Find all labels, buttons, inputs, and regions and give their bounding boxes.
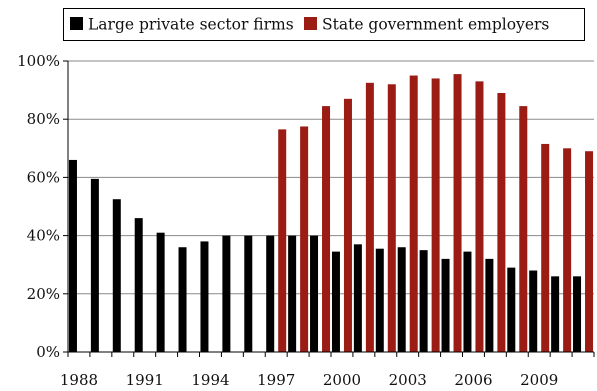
y-tick-label: 40% xyxy=(27,227,60,245)
x-tick-label: 2006 xyxy=(454,371,492,389)
bar-state-government xyxy=(563,148,572,352)
legend-label: State government employers xyxy=(322,16,549,34)
bar-state-government xyxy=(519,106,528,352)
bar-private-sector xyxy=(310,235,319,352)
x-tick-label: 2003 xyxy=(389,371,427,389)
bar-state-government xyxy=(300,126,309,352)
bar-private-sector xyxy=(397,247,406,352)
x-tick-label: 1997 xyxy=(257,371,295,389)
y-tick-label: 0% xyxy=(36,343,60,361)
bar-private-sector xyxy=(90,178,99,352)
bar-private-sector xyxy=(353,244,362,352)
legend-label: Large private sector firms xyxy=(88,16,294,34)
x-tick-label: 2009 xyxy=(520,371,558,389)
y-tick-label: 20% xyxy=(27,285,60,303)
x-tick-label: 2000 xyxy=(323,371,361,389)
bar-state-government xyxy=(365,82,374,352)
bar-state-government xyxy=(475,81,484,353)
bar-private-sector xyxy=(485,258,494,352)
bar-private-sector xyxy=(573,276,582,352)
bar-state-government xyxy=(541,143,550,352)
bar-state-government xyxy=(431,78,440,353)
bar-private-sector xyxy=(288,235,297,352)
legend-box xyxy=(63,8,585,41)
bar-private-sector xyxy=(419,250,428,352)
bar-private-sector xyxy=(222,235,231,352)
bar-state-government xyxy=(585,151,594,352)
bar-state-government xyxy=(497,93,506,352)
bar-private-sector xyxy=(178,247,187,352)
bar-private-sector xyxy=(112,199,121,352)
y-tick-label: 60% xyxy=(27,168,60,186)
x-tick-label: 1988 xyxy=(60,371,98,389)
bar-state-government xyxy=(409,75,418,353)
bar-private-sector xyxy=(156,232,165,352)
bar-private-sector xyxy=(134,218,143,352)
bars xyxy=(68,74,594,353)
x-tick-label: 1994 xyxy=(191,371,229,389)
x-tick-label: 1991 xyxy=(126,371,164,389)
bar-state-government xyxy=(278,129,287,352)
bar-private-sector xyxy=(331,251,340,352)
bar-private-sector xyxy=(266,235,275,352)
x-axis-tick-labels: 1988 1991 1994 1997 2000 2003 2006 2009 xyxy=(60,371,558,389)
bar-state-government xyxy=(387,84,396,352)
bar-private-sector xyxy=(244,235,253,352)
bar-private-sector xyxy=(441,258,450,352)
y-tick-label: 100% xyxy=(17,52,60,70)
bar-state-government xyxy=(322,106,331,352)
bar-private-sector xyxy=(68,159,77,352)
y-tick-label: 80% xyxy=(27,110,60,128)
legend-swatch xyxy=(70,17,83,30)
bar-private-sector xyxy=(375,248,384,352)
axes xyxy=(67,61,595,357)
bar-private-sector xyxy=(551,276,560,352)
legend: Large private sector firms State governme… xyxy=(63,8,585,41)
bar-private-sector xyxy=(463,251,472,352)
bar-state-government xyxy=(343,98,352,352)
bar-private-sector xyxy=(529,270,538,352)
legend-swatch xyxy=(304,17,317,30)
gridlines xyxy=(63,60,594,353)
bar-private-sector xyxy=(200,241,209,352)
bar-state-government xyxy=(453,74,462,352)
bar-private-sector xyxy=(507,267,516,352)
y-axis-tick-labels: 0% 20% 40% 60% 80% 100% xyxy=(17,52,60,361)
